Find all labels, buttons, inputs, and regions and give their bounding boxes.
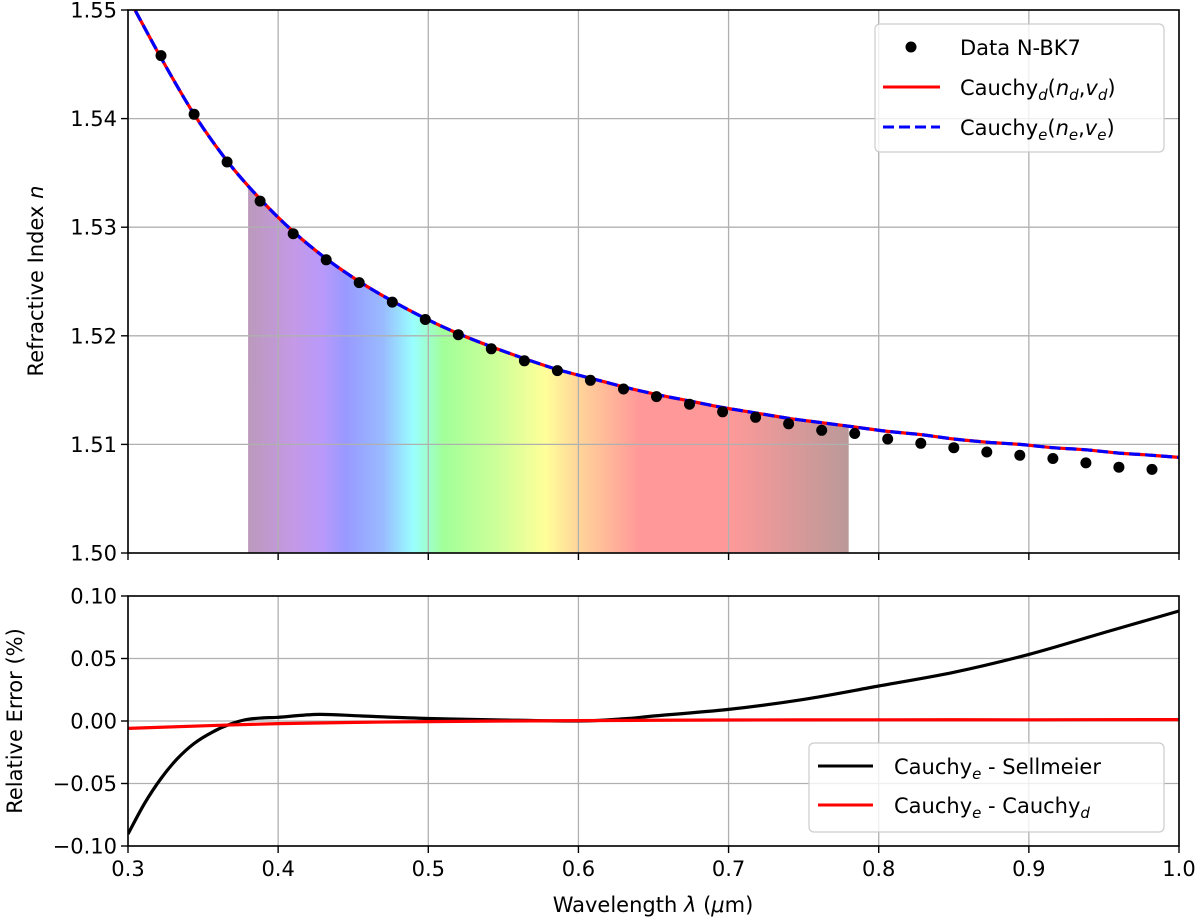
y-tick-label: 1.51 (70, 433, 117, 457)
top-legend: Data N-BK7 Cauchyd(nd,vd) Cauchye(ne,ve) (874, 23, 1165, 153)
data-point (750, 411, 762, 423)
bottom-ticks: 0.3 0.4 0.5 0.6 0.7 0.8 0.9 1.0 −0.10 −0.05 0.00 0.… (53, 585, 1196, 882)
y-tick-label: 0.00 (70, 710, 117, 734)
top-legend-frame (874, 23, 1165, 153)
x-tick-label: 0.4 (261, 857, 294, 881)
data-point (1080, 457, 1092, 469)
data-point (882, 433, 894, 445)
data-point (948, 442, 960, 454)
cauchy-diff-curve (128, 718, 1179, 730)
data-point (584, 374, 596, 386)
legend-data-label: Data N-BK7 (960, 36, 1081, 60)
data-point (287, 228, 299, 240)
x-tick-label: 1.0 (1162, 857, 1195, 881)
data-point (849, 428, 861, 439)
y-tick-label: 1.50 (70, 542, 117, 566)
data-point (452, 329, 464, 341)
x-tick-label: 0.9 (1012, 857, 1045, 881)
x-tick-label: 0.7 (712, 857, 745, 881)
data-point (915, 437, 927, 449)
data-point (155, 50, 167, 62)
legend-dot-icon (905, 41, 917, 53)
data-point (353, 277, 365, 289)
data-point (618, 383, 629, 395)
x-tick-label: 0.8 (862, 857, 895, 881)
data-point (518, 355, 530, 367)
data-point (551, 365, 563, 377)
data-point (816, 424, 828, 436)
top-axes-frame (127, 9, 1180, 554)
bottom-y-axis-label: Relative Error (%) (3, 628, 27, 814)
data-point (981, 446, 993, 458)
x-axis-label: Wavelength λ (μm) (553, 893, 754, 917)
data-point (320, 254, 332, 266)
data-point (1014, 449, 1026, 461)
y-tick-label: 1.52 (70, 324, 117, 348)
data-point (254, 195, 266, 207)
y-tick-label: 1.53 (70, 216, 117, 240)
y-tick-label: −0.05 (53, 772, 117, 796)
data-point (1113, 461, 1125, 473)
data-point (651, 391, 662, 403)
data-point (1047, 453, 1059, 464)
y-tick-label: 1.54 (70, 107, 117, 131)
data-point (1146, 463, 1158, 475)
data-point (717, 406, 729, 418)
x-tick-label: 0.6 (562, 857, 595, 881)
data-point (419, 314, 431, 325)
data-point (684, 398, 695, 410)
y-tick-label: −0.10 (53, 835, 117, 859)
data-point (783, 418, 795, 430)
visible-spectrum-fill (248, 185, 849, 553)
legend-cauchy-e-label: Cauchye(ne,ve) (960, 116, 1115, 144)
data-point (188, 108, 200, 120)
top-y-axis-label: Refractive Index n (24, 186, 48, 377)
y-tick-label: 1.55 (70, 0, 117, 23)
x-tick-label: 0.5 (412, 857, 445, 881)
legend-cauchy-diff-label: Cauchye - Cauchyd (894, 794, 1090, 822)
y-tick-label: 0.10 (70, 585, 117, 609)
bottom-panel: 0.3 0.4 0.5 0.6 0.7 0.8 0.9 1.0 −0.10 −0.05 0.00 0.… (3, 585, 1196, 918)
legend-cauchy-d-label: Cauchyd(nd,vd) (960, 76, 1116, 104)
bottom-legend: Cauchye - Sellmeier Cauchye - Cauchyd (808, 742, 1165, 833)
data-point (386, 296, 398, 308)
y-tick-label: 0.05 (70, 647, 117, 671)
bottom-series (128, 609, 1179, 835)
x-tick-label: 0.3 (111, 857, 144, 881)
bottom-legend-frame (808, 742, 1165, 833)
legend-sellmeier-label: Cauchye - Sellmeier (894, 755, 1101, 783)
top-series (133, 10, 1179, 475)
sellmeier-error-curve (128, 609, 1179, 835)
top-panel: 1.50 1.51 1.52 1.53 1.54 1.55 Refractive Inde… (24, 0, 1180, 566)
data-point (221, 156, 233, 168)
data-point (485, 343, 497, 355)
top-ticks: 1.50 1.51 1.52 1.53 1.54 1.55 (70, 0, 1180, 566)
